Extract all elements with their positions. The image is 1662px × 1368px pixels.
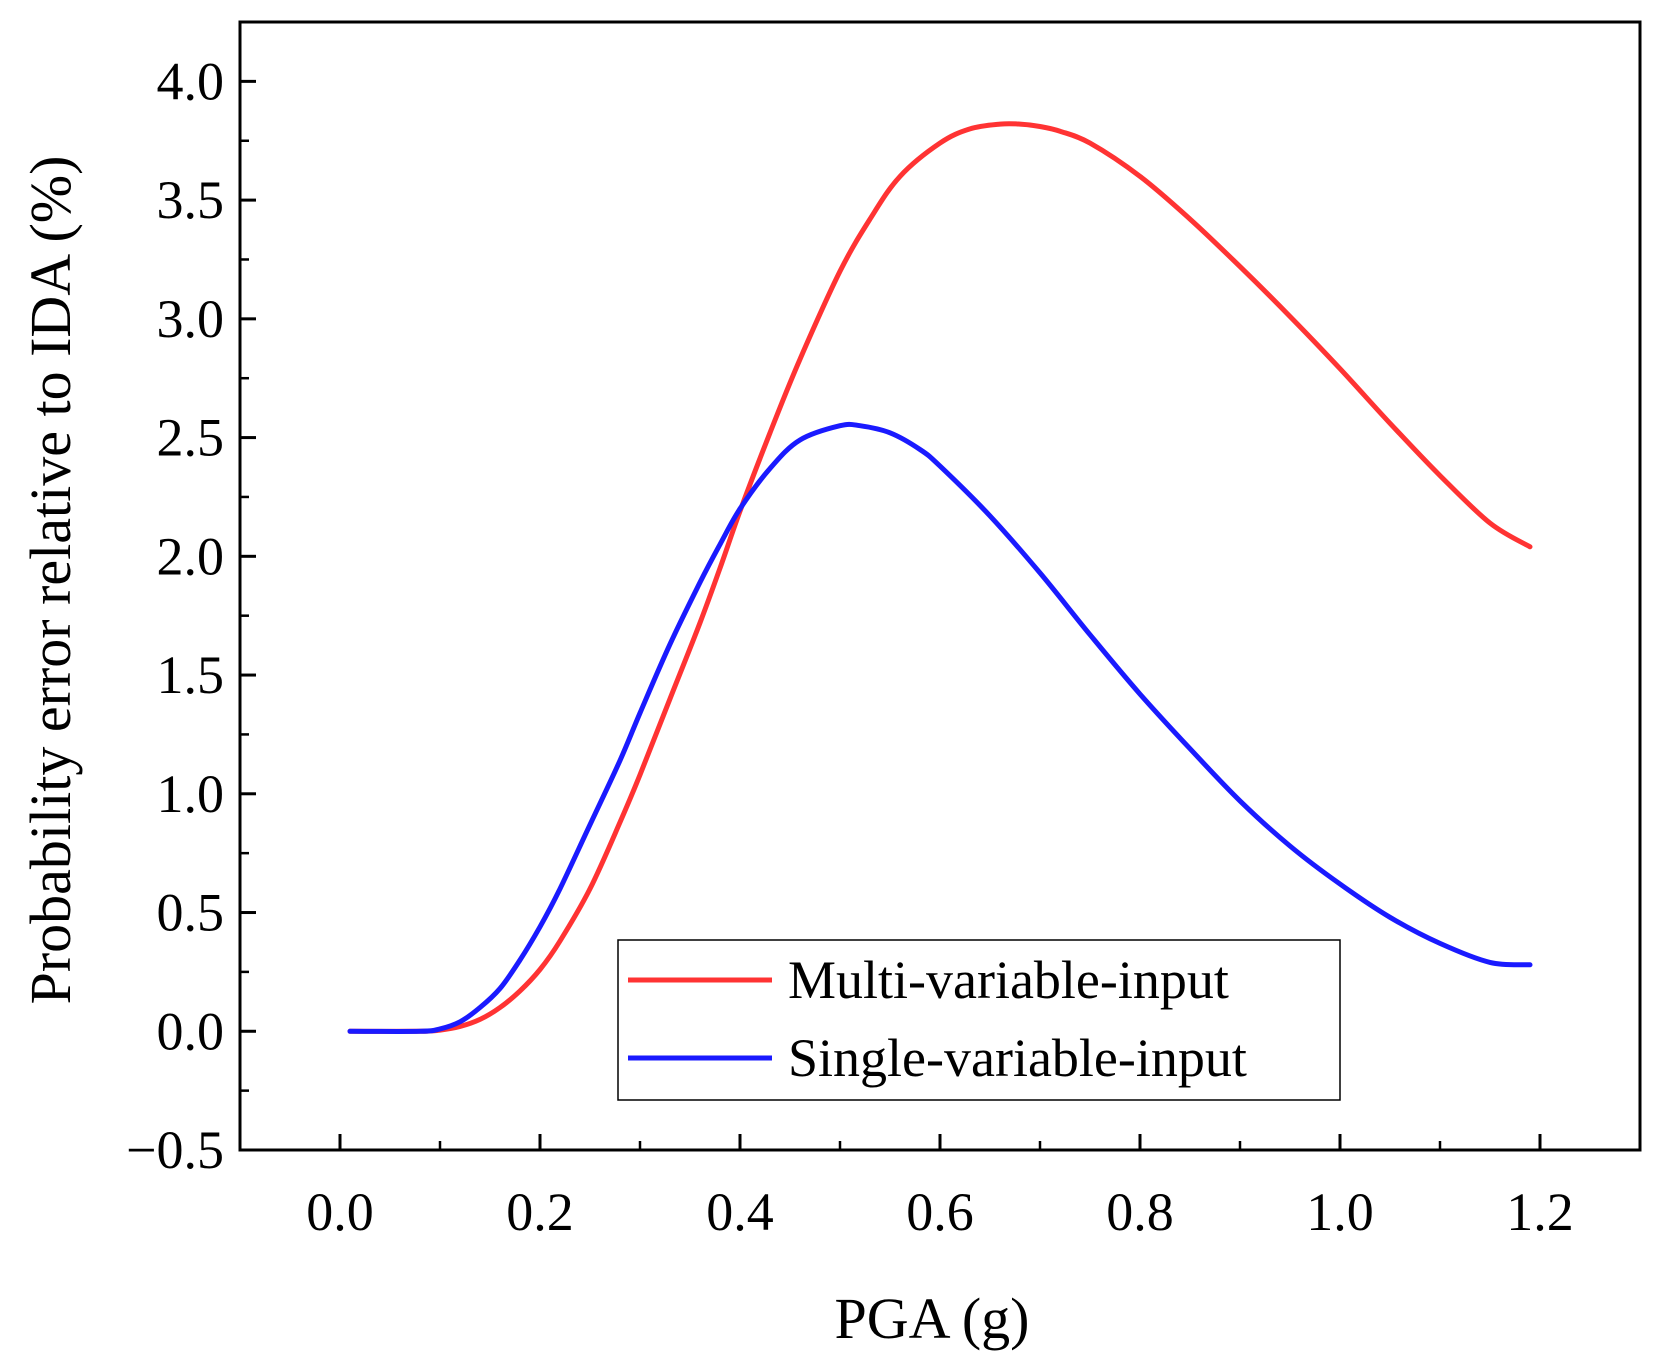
y-tick-label: 3.5 [157, 170, 225, 230]
x-tick-label: 0.6 [906, 1182, 974, 1242]
x-tick-label: 1.2 [1506, 1182, 1574, 1242]
y-tick-label: 2.0 [157, 526, 225, 586]
legend-box [617, 939, 1341, 1101]
y-axis-title: Probability error relative to IDA (%) [18, 156, 83, 1005]
y-tick-label: 1.5 [157, 645, 225, 705]
legend: Multi-variable-input Single-variable-inp… [617, 939, 1341, 1101]
series-line-multi-variable-input [347, 121, 1533, 1034]
y-tick-label: 1.0 [157, 764, 225, 824]
y-tick-label: 0.0 [157, 1001, 225, 1061]
legend-label-multi-variable: Multi-variable-input [788, 950, 1229, 1010]
y-tick-label: 2.5 [157, 408, 225, 468]
x-axis-title: PGA (g) [835, 1286, 1030, 1351]
x-tick-label: 1.0 [1306, 1182, 1374, 1242]
axes: 0.0 0.2 0.4 0.6 0.8 1.0 1.2 −0.5 0.0 0.5 1.0 1.5 2.0… [126, 20, 1642, 1242]
plot-area [347, 121, 1533, 1034]
series-line-single-variable-input [347, 421, 1533, 1034]
y-tick-label: 3.0 [157, 289, 225, 349]
legend-label-single-variable: Single-variable-input [788, 1028, 1247, 1088]
x-tick-label: 0.2 [506, 1182, 574, 1242]
x-tick-label: 0.0 [306, 1182, 374, 1242]
y-tick-label: 4.0 [157, 51, 225, 111]
x-tick-label: 0.8 [1106, 1182, 1174, 1242]
y-tick-label: −0.5 [126, 1120, 224, 1180]
x-tick-label: 0.4 [706, 1182, 774, 1242]
y-tick-label: 0.5 [157, 883, 225, 943]
